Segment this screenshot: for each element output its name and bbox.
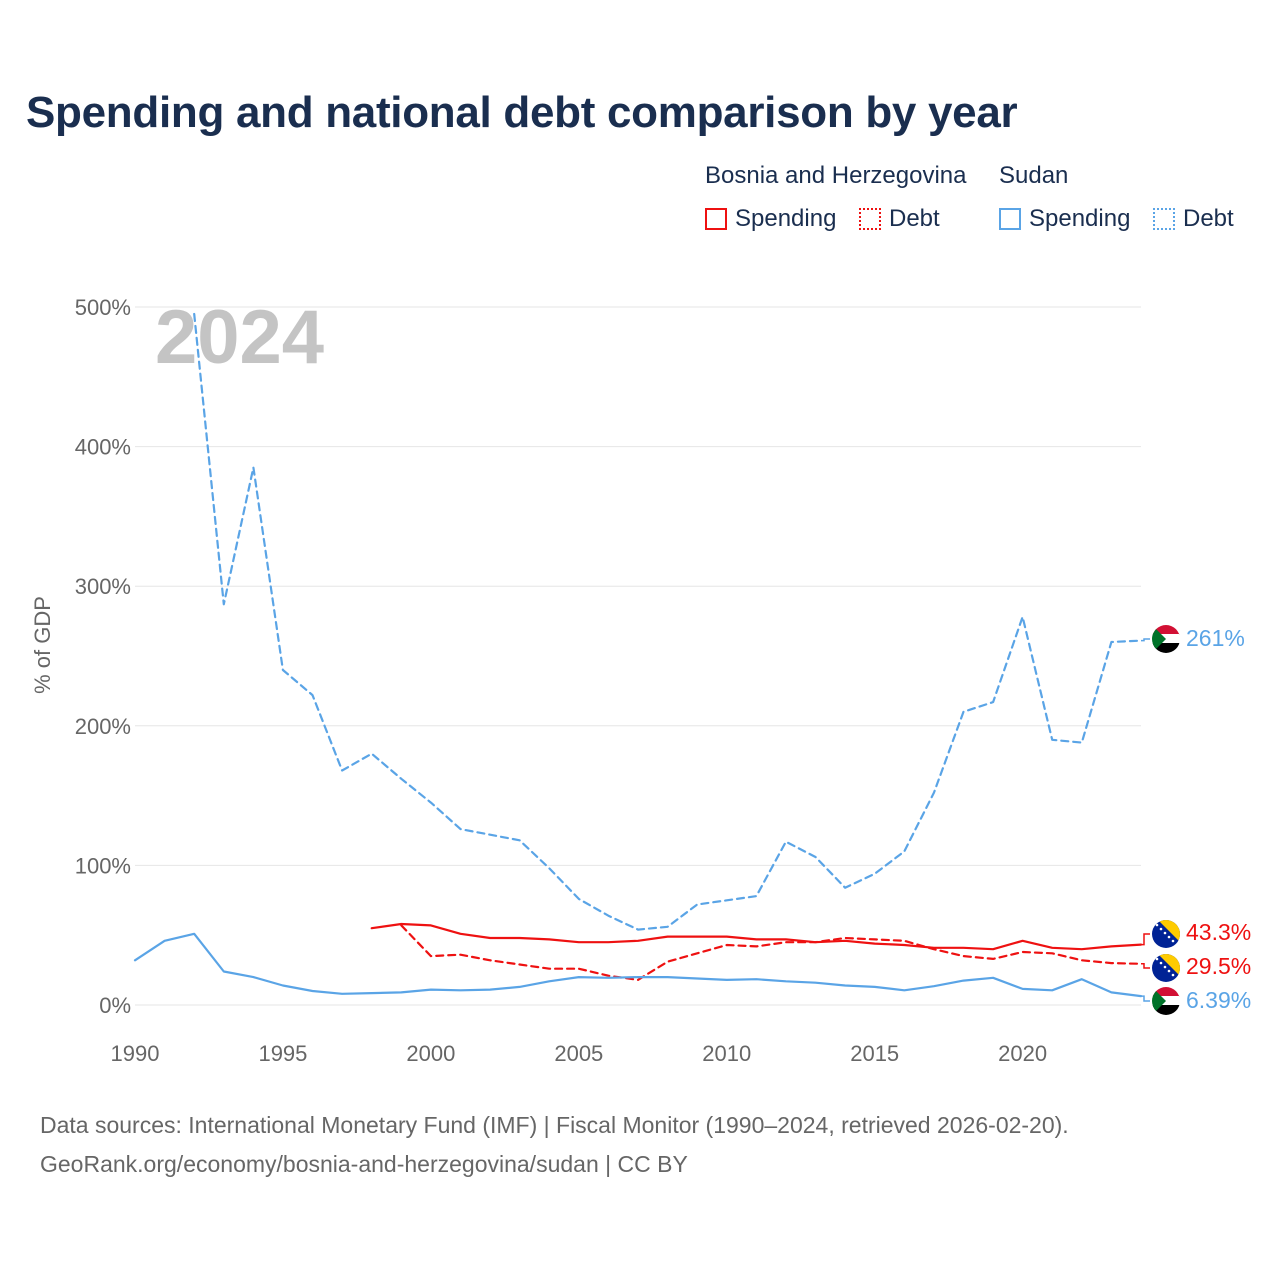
data-sources: Data sources: International Monetary Fun… [40, 1106, 1069, 1184]
legend-label: Debt [1183, 205, 1234, 232]
sources-link[interactable]: GeoRank.org/economy/bosnia-and-herzegovi… [40, 1151, 688, 1177]
end-label-connector [1141, 933, 1150, 946]
y-axis: 0% 100% 200% 300% 400% 500% [75, 295, 131, 1018]
series-line-sudan-debt[interactable] [193, 312, 1143, 931]
end-label-bosnia-spending: 43.3% [1186, 919, 1251, 945]
series-line-bosnia-and-herzegovina-spending[interactable] [370, 922, 1143, 951]
end-label-connectors [1141, 638, 1150, 1002]
end-label-connector [1141, 963, 1150, 969]
x-tick-label: 2005 [554, 1041, 603, 1066]
line-chart: 0% 100% 200% 300% 400% 500% 1990 1995 2000 2005 2… [30, 295, 1251, 1066]
y-tick-label: 0% [99, 993, 131, 1018]
series-line-sudan-spending[interactable] [133, 932, 1143, 998]
x-tick-label: 2015 [850, 1041, 899, 1066]
legend-label: Debt [889, 205, 940, 232]
y-axis-label: % of GDP [30, 596, 55, 694]
x-tick-label: 2000 [406, 1041, 455, 1066]
x-tick-label: 2020 [998, 1041, 1047, 1066]
legend-group-sudan: Sudan [999, 162, 1069, 189]
legend-label: Spending [735, 205, 837, 232]
year-watermark: 2024 [155, 295, 324, 380]
series-line-bosnia-and-herzegovina-debt[interactable] [400, 924, 1143, 982]
legend-group-bosnia: Bosnia and Herzegovina [705, 162, 967, 189]
chart-title: Spending and national debt comparison by… [26, 88, 1018, 137]
y-tick-label: 200% [75, 714, 131, 739]
end-label-connector [1141, 638, 1150, 642]
x-tick-label: 2010 [702, 1041, 751, 1066]
legend-swatch-dotted-red [859, 208, 881, 230]
end-label-sudan-spending: 6.39% [1186, 987, 1251, 1013]
bosnia-flag-icon [1152, 954, 1180, 982]
gridlines [135, 306, 1141, 1006]
legend-item-sudan-spending[interactable]: Spending [999, 204, 1130, 234]
legend-item-sudan-debt[interactable]: Debt [1153, 204, 1234, 234]
end-label-bosnia-debt: 29.5% [1186, 953, 1251, 979]
sources-line: Data sources: International Monetary Fun… [40, 1112, 1069, 1138]
legend-item-bosnia-spending[interactable]: Spending [705, 204, 836, 234]
y-tick-label: 500% [75, 295, 131, 320]
bosnia-flag-icon [1152, 920, 1180, 948]
y-tick-label: 300% [75, 574, 131, 599]
legend-swatch-dotted-blue [1153, 208, 1175, 230]
sudan-flag-icon [1152, 987, 1180, 1015]
x-tick-label: 1990 [111, 1041, 160, 1066]
end-label-connector [1141, 995, 1150, 1002]
legend-item-bosnia-debt[interactable]: Debt [859, 204, 940, 234]
legend-label: Spending [1029, 205, 1131, 232]
y-tick-label: 400% [75, 435, 131, 460]
x-axis: 1990 1995 2000 2005 2010 2015 2020 [111, 1041, 1048, 1066]
end-label-sudan-debt: 261% [1186, 625, 1245, 651]
series-layer [133, 312, 1143, 998]
y-tick-label: 100% [75, 853, 131, 878]
x-tick-label: 1995 [258, 1041, 307, 1066]
sudan-flag-icon [1152, 625, 1180, 653]
legend-swatch-solid-blue [999, 208, 1021, 230]
legend-swatch-solid-red [705, 208, 727, 230]
